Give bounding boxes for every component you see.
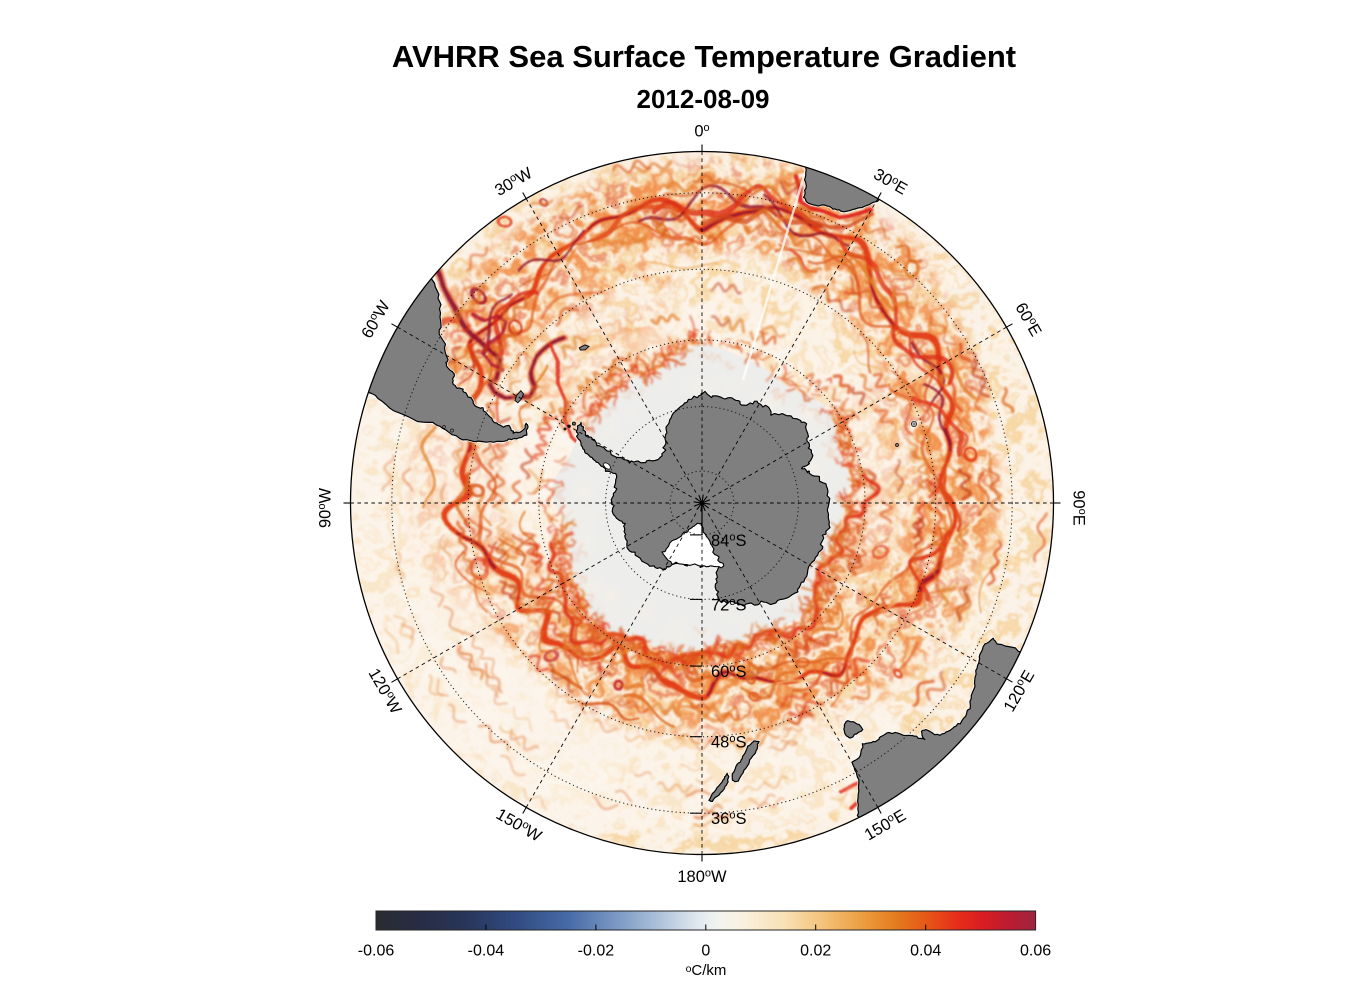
svg-text:90oW: 90oW — [316, 488, 335, 528]
svg-text:-0.06: -0.06 — [358, 943, 395, 960]
svg-text:-0.04: -0.04 — [468, 943, 505, 960]
svg-text:72oS: 72oS — [711, 596, 747, 615]
svg-text:36oS: 36oS — [711, 810, 747, 829]
svg-text:60oS: 60oS — [711, 663, 747, 682]
svg-text:oC/km: oC/km — [686, 962, 727, 979]
svg-text:2012-08-09: 2012-08-09 — [637, 84, 770, 114]
svg-text:48oS: 48oS — [711, 733, 747, 752]
svg-text:180oW: 180oW — [677, 868, 727, 887]
svg-text:0o: 0o — [694, 122, 709, 141]
svg-text:AVHRR Sea Surface Temperature: AVHRR Sea Surface Temperature Gradient — [392, 39, 1016, 74]
svg-text:0: 0 — [701, 943, 710, 960]
svg-text:0.06: 0.06 — [1020, 943, 1051, 960]
svg-text:90oE: 90oE — [1070, 490, 1089, 526]
svg-text:-0.02: -0.02 — [578, 943, 615, 960]
svg-text:0.04: 0.04 — [910, 943, 941, 960]
svg-text:0.02: 0.02 — [800, 943, 831, 960]
svg-text:84oS: 84oS — [711, 531, 747, 550]
